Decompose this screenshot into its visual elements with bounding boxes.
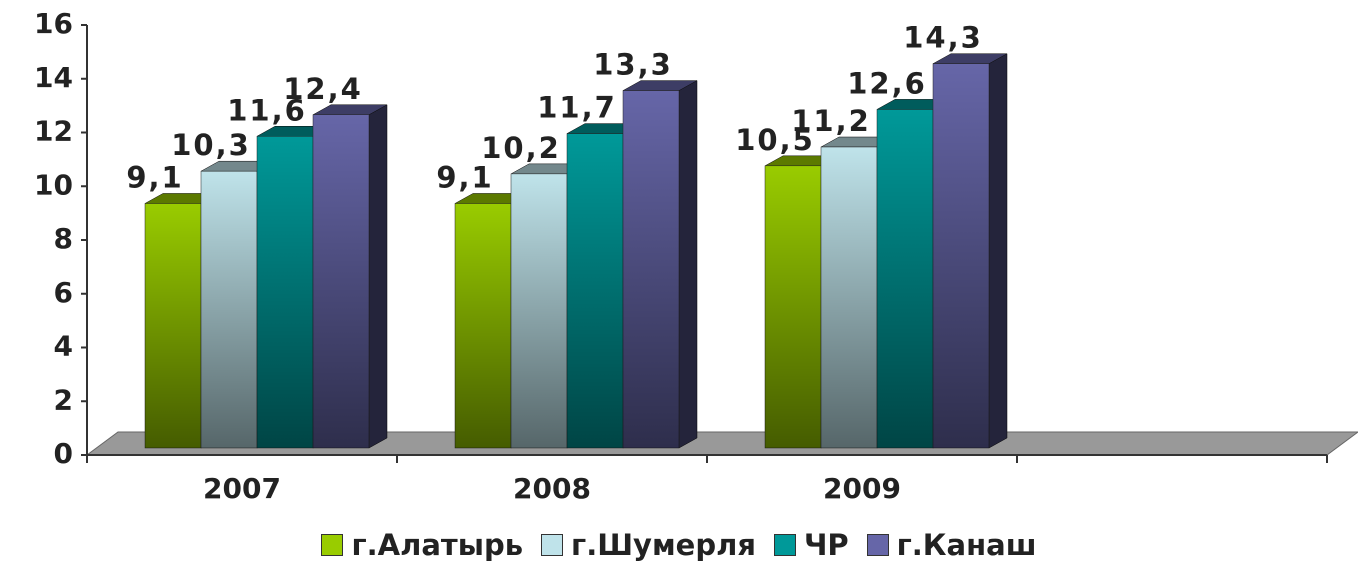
y-tick-label: 2	[54, 383, 73, 416]
bar-shade	[201, 171, 257, 448]
y-tick-label: 12	[34, 115, 73, 148]
legend-label: г.Шумерля	[571, 528, 756, 562]
legend-item: г.Алатырь	[321, 528, 523, 562]
legend-swatch	[321, 534, 344, 556]
legend-item: г.Шумерля	[541, 528, 756, 562]
x-tick-label: 2007	[203, 472, 281, 505]
value-label: 11,7	[537, 91, 617, 125]
legend: г.Алатырь г.Шумерля ЧР г.Канаш	[0, 528, 1358, 562]
bar-shade	[765, 165, 821, 448]
bar-shade	[313, 114, 369, 448]
legend-label: г.Канаш	[896, 528, 1037, 562]
x-tick-label: 2008	[513, 472, 591, 505]
bar-shade	[511, 173, 567, 448]
legend-swatch	[866, 534, 889, 556]
y-tick-label: 0	[54, 437, 73, 470]
x-tick-label: 2009	[823, 472, 901, 505]
y-tick-label: 4	[54, 330, 73, 363]
value-label: 10,2	[481, 131, 561, 165]
value-label: 14,3	[903, 21, 983, 55]
bar-shade	[933, 63, 989, 448]
legend-item: ЧР	[773, 528, 849, 562]
bar-shade	[257, 136, 313, 448]
value-label: 11,6	[227, 93, 307, 127]
legend-swatch	[541, 534, 564, 556]
bar-side	[368, 104, 388, 449]
bar-shade	[455, 203, 511, 448]
legend-item: г.Канаш	[866, 528, 1037, 562]
y-tick-label: 16	[34, 7, 73, 40]
value-label: 10,3	[171, 128, 251, 162]
bar-shade	[145, 203, 201, 448]
value-label: 9,1	[436, 160, 493, 194]
legend-label: ЧР	[803, 528, 849, 562]
bar-shade	[821, 147, 877, 448]
value-label: 12,4	[283, 72, 363, 106]
value-label: 9,1	[126, 160, 183, 194]
bar-shade	[623, 90, 679, 448]
y-tick-label: 14	[34, 61, 73, 94]
value-label: 13,3	[593, 48, 673, 82]
bar-shade	[877, 109, 933, 448]
bar-side	[988, 53, 1008, 449]
legend-swatch	[773, 534, 796, 556]
y-tick-label: 10	[34, 168, 73, 201]
bar-side	[678, 80, 698, 449]
y-tick-label: 8	[54, 222, 73, 255]
bar-shade	[567, 133, 623, 448]
y-tick-label: 6	[54, 276, 73, 309]
value-label: 11,2	[791, 104, 871, 138]
chart: 024681012141620079,110,311,612,420089,11…	[34, 7, 1358, 505]
legend-label: г.Алатырь	[351, 528, 524, 562]
value-label: 10,5	[735, 123, 815, 157]
value-label: 12,6	[847, 66, 927, 100]
